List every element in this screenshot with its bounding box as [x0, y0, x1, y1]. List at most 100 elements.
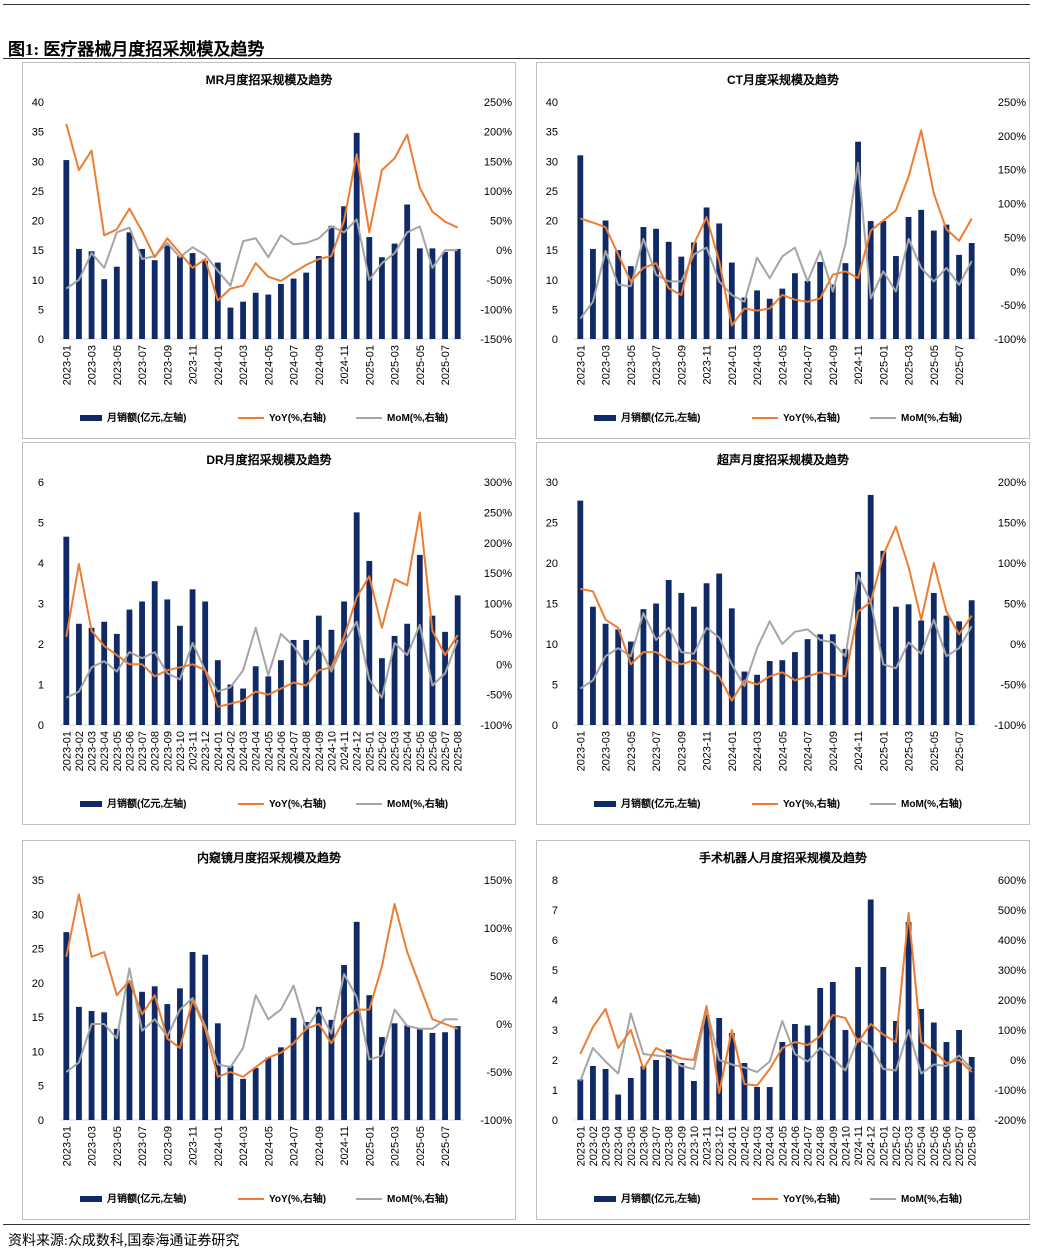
- y-left-tick: 6: [552, 935, 558, 947]
- bar-sales: [956, 254, 962, 339]
- y-left-tick: 0: [38, 334, 44, 346]
- x-tick-label: 2023-07: [137, 345, 149, 385]
- bar-sales: [341, 601, 347, 725]
- y-right-tick: 150%: [998, 518, 1026, 530]
- x-tick-label: 2023-11: [702, 1126, 714, 1166]
- bar-sales: [113, 266, 120, 339]
- line-mom: [65, 218, 458, 290]
- bar-sales: [265, 294, 272, 339]
- bar-sales: [640, 1066, 647, 1120]
- y-right-tick: 0%: [496, 659, 512, 671]
- legend-bar-swatch: [594, 801, 616, 807]
- bar-sales: [278, 283, 284, 339]
- y-left-tick: 5: [552, 965, 558, 977]
- x-tick-label: 2024-05: [777, 1126, 789, 1166]
- x-tick-label: 2023-02: [74, 731, 86, 771]
- y-left-tick: 10: [546, 275, 558, 287]
- bar-sales: [943, 224, 950, 339]
- x-tick-label: 2024-07: [289, 731, 301, 771]
- y-left-tick: 10: [32, 1046, 44, 1058]
- y-left-tick: 20: [546, 216, 558, 228]
- bar-sales: [126, 609, 133, 725]
- x-tick-label: 2023-05: [112, 1126, 124, 1166]
- y-right-tick: 50%: [1004, 232, 1026, 244]
- bar-sales: [792, 1024, 798, 1120]
- y-right-tick: 600%: [998, 875, 1026, 887]
- y-right-tick: 100%: [998, 199, 1026, 211]
- bar-sales: [315, 256, 322, 339]
- bar-sales: [930, 230, 937, 339]
- bar-sales: [930, 1022, 937, 1120]
- bar-sales: [968, 243, 975, 339]
- chart-robot: 手术机器人月度招采规模及趋势 0 1 2 3 4 5 6 7 8 -200% -100% 0% 100% 2…: [536, 840, 1030, 1220]
- y-left-tick: 5: [38, 304, 44, 316]
- x-tick-label: 2024-12: [866, 1126, 878, 1166]
- bar-sales: [189, 253, 196, 339]
- bar-sales: [265, 1057, 272, 1120]
- bar-sales: [918, 1009, 925, 1120]
- bar-sales: [113, 633, 120, 725]
- x-tick-label: 2024-03: [752, 1126, 764, 1166]
- legend-bar-label: 月销额(亿元,左轴): [106, 797, 186, 810]
- x-tick-label: 2024-03: [238, 731, 250, 771]
- bar-sales: [290, 278, 297, 339]
- legend-bar-label: 月销额(亿元,左轴): [620, 1192, 700, 1205]
- top-rule: [3, 4, 1030, 5]
- x-tick-label: 2023-08: [664, 1126, 676, 1166]
- bar-sales: [379, 658, 385, 725]
- chart-endo: 内窥镜月度招采规模及趋势 0 5 10 15 20 25 30 35 -100% -50% 0% 50%…: [22, 840, 516, 1220]
- bar-sales: [379, 257, 385, 339]
- bar-sales: [615, 629, 622, 725]
- bar-sales: [678, 592, 685, 725]
- line-yoy: [580, 525, 973, 702]
- x-tick-label: 2023-01: [61, 1126, 73, 1166]
- y-left-tick: 0: [38, 720, 44, 732]
- bar-sales: [366, 560, 373, 725]
- bar-sales: [779, 1042, 786, 1120]
- x-tick-label: 2024-04: [765, 1126, 777, 1166]
- x-tick-label: 2024-07: [803, 731, 815, 771]
- bar-sales: [829, 284, 836, 339]
- bar-sales: [590, 606, 596, 725]
- x-tick-label: 2025-05: [415, 345, 427, 385]
- x-tick-label: 2025-08: [967, 1126, 979, 1166]
- x-tick-label: 2024-09: [828, 345, 840, 385]
- x-tick-label: 2023-04: [613, 1126, 625, 1166]
- bar-sales: [804, 639, 811, 725]
- y-right-tick: 200%: [484, 127, 512, 139]
- x-tick-label: 2024-07: [289, 345, 301, 385]
- bar-sales: [126, 232, 133, 339]
- bar-sales: [177, 256, 183, 339]
- bar-sales: [880, 967, 887, 1120]
- y-left-tick: 2: [552, 1055, 558, 1067]
- bar-sales: [88, 251, 95, 339]
- y-right-tick: -200%: [994, 1115, 1026, 1127]
- chart-title: 手术机器人月度招采规模及趋势: [699, 850, 867, 865]
- y-left-tick: 0: [552, 1115, 558, 1127]
- bar-sales: [101, 1012, 108, 1120]
- x-tick-label: 2024-11: [339, 345, 351, 385]
- y-right-tick: 200%: [998, 131, 1026, 143]
- x-tick-label: 2025-07: [440, 1126, 452, 1166]
- y-right-tick: -50%: [486, 1067, 512, 1079]
- bar-sales: [716, 573, 723, 725]
- bar-sales: [404, 1025, 411, 1120]
- bar-sales: [416, 554, 423, 725]
- x-tick-label: 2025-03: [390, 345, 402, 385]
- x-tick-label: 2023-11: [188, 731, 200, 771]
- bar-sales: [602, 623, 609, 725]
- bar-sales: [893, 256, 899, 339]
- legend-bar-swatch: [594, 415, 616, 421]
- bar-sales: [615, 250, 622, 339]
- y-left-tick: 0: [552, 720, 558, 732]
- bar-sales: [691, 606, 697, 725]
- x-tick-label: 2024-09: [314, 345, 326, 385]
- bar-sales: [867, 221, 874, 339]
- legend-yoy-label: YoY(%,右轴): [783, 1192, 840, 1205]
- line-mom: [65, 620, 459, 699]
- bar-sales: [303, 272, 310, 339]
- y-left-tick: 30: [546, 477, 558, 489]
- line-mom: [579, 161, 973, 320]
- bar-sales: [265, 676, 272, 725]
- x-tick-label: 2025-03: [904, 345, 916, 385]
